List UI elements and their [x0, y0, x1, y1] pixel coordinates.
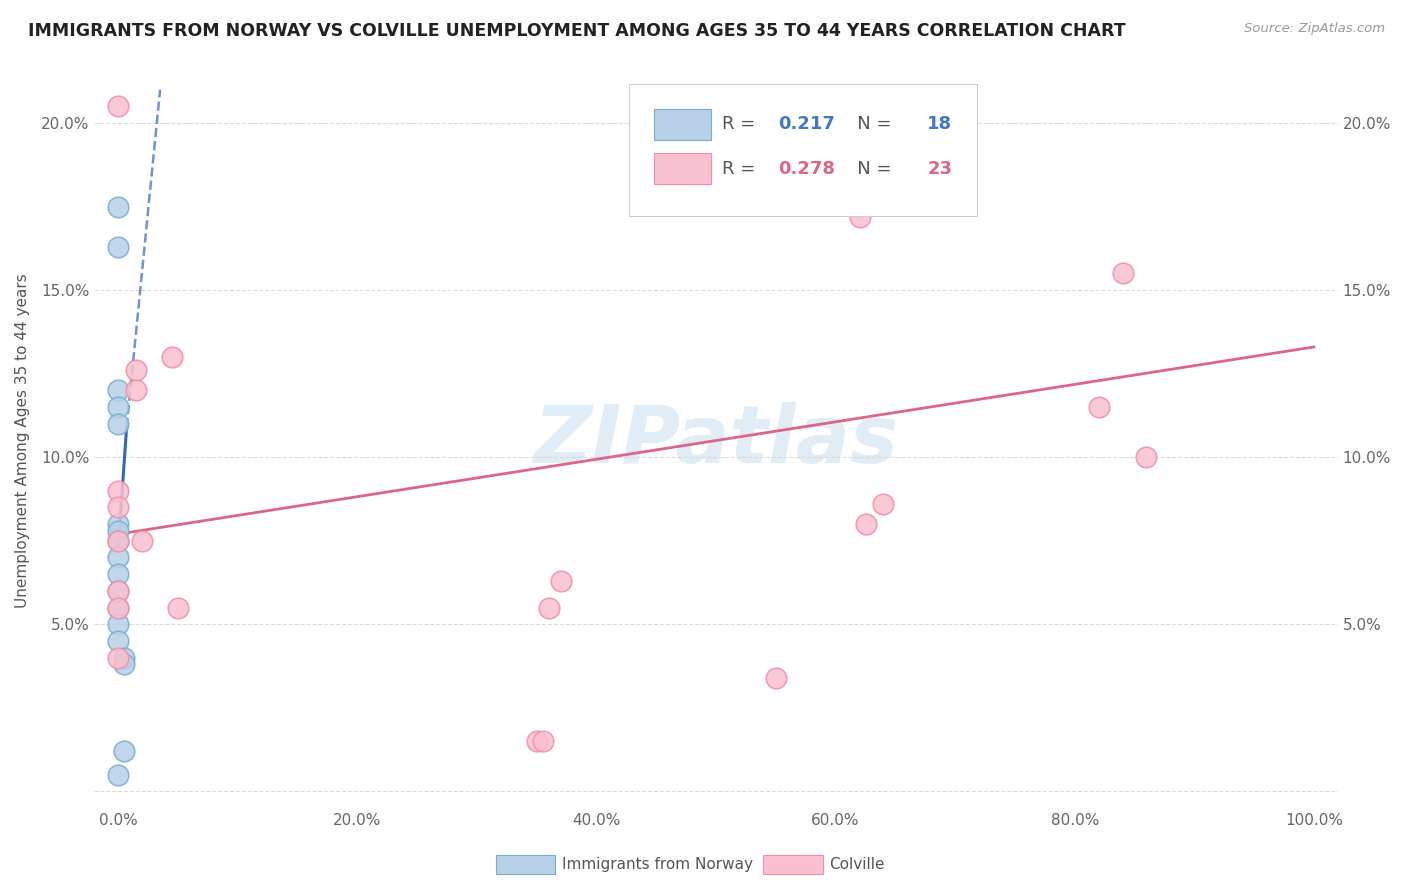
Point — [107, 600, 129, 615]
Text: Colville: Colville — [830, 857, 884, 871]
FancyBboxPatch shape — [628, 84, 977, 217]
Text: Source: ZipAtlas.com: Source: ZipAtlas.com — [1244, 22, 1385, 36]
Point — [112, 657, 135, 672]
Point — [107, 583, 129, 598]
Point — [107, 634, 129, 648]
Text: 0.278: 0.278 — [779, 160, 835, 178]
Point — [167, 600, 190, 615]
Point — [125, 363, 148, 377]
FancyBboxPatch shape — [654, 109, 711, 140]
Point — [107, 483, 129, 498]
Point — [537, 600, 560, 615]
Text: 18: 18 — [928, 115, 952, 134]
Text: N =: N = — [841, 115, 897, 134]
Point — [107, 650, 129, 665]
Point — [131, 533, 153, 548]
Text: R =: R = — [723, 160, 761, 178]
Point — [107, 500, 129, 515]
Point — [112, 650, 135, 665]
FancyBboxPatch shape — [654, 153, 711, 184]
Point — [107, 533, 129, 548]
Point — [872, 497, 894, 511]
Point — [107, 617, 129, 632]
Point — [107, 517, 129, 532]
Point — [526, 734, 548, 748]
Point — [107, 600, 129, 615]
Text: 0.217: 0.217 — [779, 115, 835, 134]
Point — [107, 533, 129, 548]
Text: 23: 23 — [928, 160, 952, 178]
Point — [107, 384, 129, 398]
Point — [107, 417, 129, 431]
Point — [107, 567, 129, 582]
Text: N =: N = — [841, 160, 897, 178]
Point — [125, 384, 148, 398]
Point — [855, 517, 877, 532]
Point — [107, 400, 129, 414]
Point — [531, 734, 554, 748]
Point — [107, 583, 129, 598]
Point — [107, 240, 129, 254]
Point — [107, 524, 129, 538]
Text: R =: R = — [723, 115, 761, 134]
Point — [1135, 450, 1157, 465]
Point — [550, 574, 572, 588]
Point — [1111, 267, 1133, 281]
Y-axis label: Unemployment Among Ages 35 to 44 years: Unemployment Among Ages 35 to 44 years — [15, 273, 30, 608]
Text: IMMIGRANTS FROM NORWAY VS COLVILLE UNEMPLOYMENT AMONG AGES 35 TO 44 YEARS CORREL: IMMIGRANTS FROM NORWAY VS COLVILLE UNEMP… — [28, 22, 1126, 40]
Point — [1087, 400, 1109, 414]
Point — [107, 200, 129, 214]
Point — [107, 767, 129, 781]
Point — [765, 671, 787, 685]
Point — [160, 350, 183, 364]
Point — [107, 99, 129, 113]
Text: ZIPatlas: ZIPatlas — [533, 401, 898, 480]
Point — [112, 744, 135, 758]
Point — [107, 550, 129, 565]
Point — [848, 210, 870, 224]
Text: Immigrants from Norway: Immigrants from Norway — [562, 857, 754, 871]
